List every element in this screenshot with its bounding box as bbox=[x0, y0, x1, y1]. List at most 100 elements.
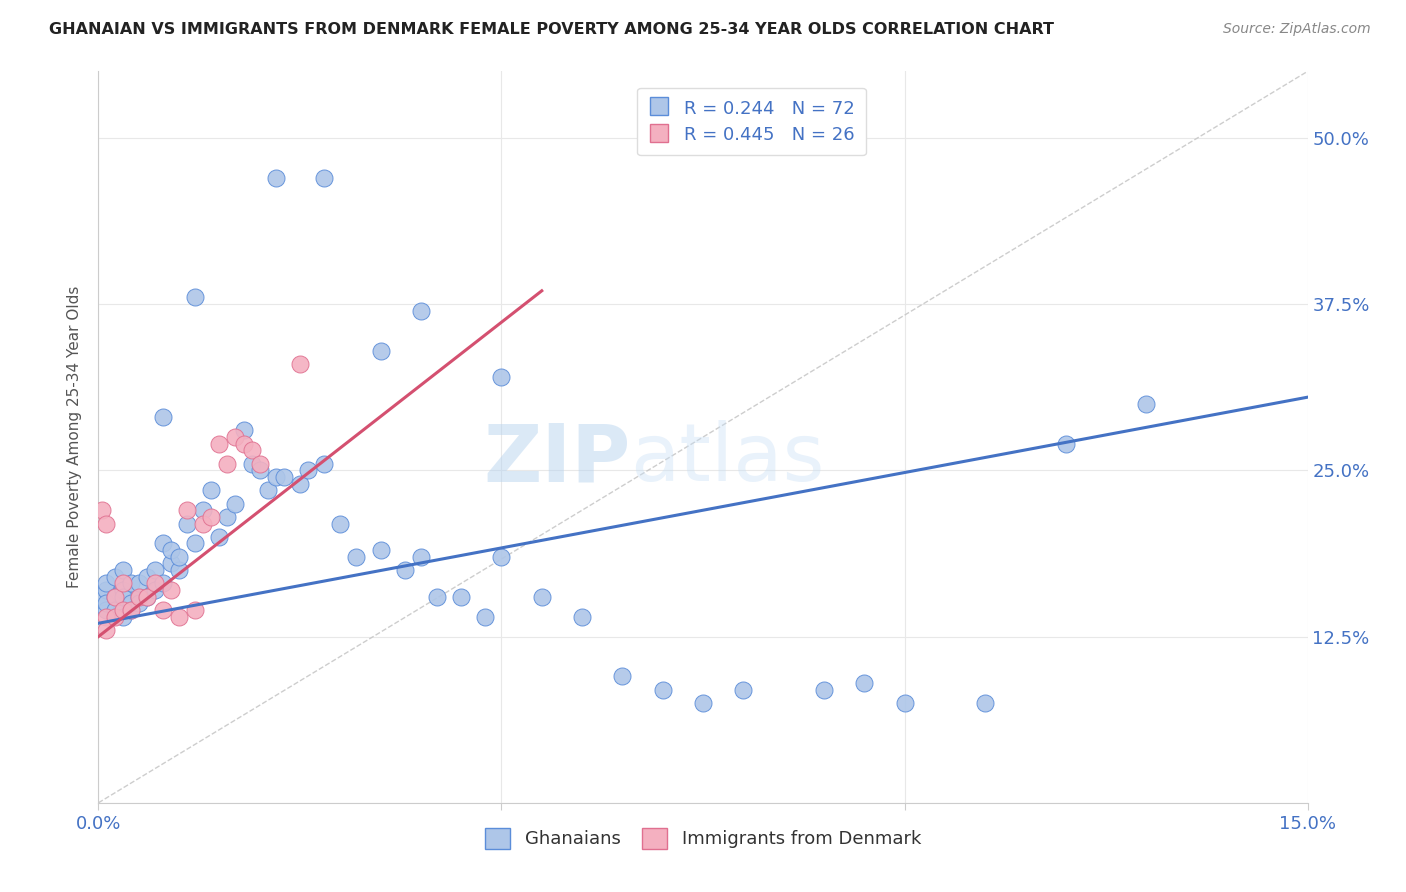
Point bbox=[1135, 397, 1157, 411]
Text: GHANAIAN VS IMMIGRANTS FROM DENMARK FEMALE POVERTY AMONG 25-34 YEAR OLDS CORRELA: GHANAIAN VS IMMIGRANTS FROM DENMARK FEMA… bbox=[49, 22, 1054, 37]
Point bbox=[135, 570, 157, 584]
Point bbox=[530, 590, 553, 604]
Point bbox=[288, 357, 311, 371]
Point bbox=[135, 590, 157, 604]
Point bbox=[167, 549, 190, 564]
Y-axis label: Female Poverty Among 25-34 Year Olds: Female Poverty Among 25-34 Year Olds bbox=[67, 286, 83, 588]
Point bbox=[733, 682, 755, 697]
Point bbox=[853, 676, 876, 690]
Point bbox=[152, 576, 174, 591]
Point bbox=[135, 590, 157, 604]
Point bbox=[256, 483, 278, 498]
Point bbox=[474, 609, 496, 624]
Point bbox=[491, 370, 513, 384]
Point bbox=[103, 609, 125, 624]
Point bbox=[103, 590, 125, 604]
Point bbox=[143, 576, 166, 591]
Point bbox=[111, 563, 134, 577]
Point bbox=[264, 470, 287, 484]
Point bbox=[314, 457, 336, 471]
Point bbox=[91, 590, 114, 604]
Point bbox=[160, 557, 183, 571]
Point bbox=[409, 303, 432, 318]
Point bbox=[249, 457, 271, 471]
Point bbox=[409, 549, 432, 564]
Point bbox=[96, 582, 118, 597]
Point bbox=[143, 563, 166, 577]
Text: Source: ZipAtlas.com: Source: ZipAtlas.com bbox=[1223, 22, 1371, 37]
Point bbox=[152, 410, 174, 425]
Point bbox=[91, 503, 114, 517]
Point bbox=[612, 669, 634, 683]
Point bbox=[143, 582, 166, 597]
Point bbox=[232, 424, 254, 438]
Point bbox=[314, 170, 336, 185]
Point bbox=[1054, 436, 1077, 450]
Point bbox=[120, 603, 142, 617]
Point bbox=[160, 582, 183, 597]
Point bbox=[111, 590, 134, 604]
Point bbox=[288, 476, 311, 491]
Point bbox=[152, 603, 174, 617]
Point bbox=[208, 530, 231, 544]
Point bbox=[692, 696, 714, 710]
Point bbox=[273, 470, 295, 484]
Point bbox=[394, 563, 416, 577]
Point bbox=[111, 603, 134, 617]
Point bbox=[651, 682, 673, 697]
Point bbox=[208, 436, 231, 450]
Point bbox=[264, 170, 287, 185]
Point bbox=[184, 536, 207, 550]
Point bbox=[128, 590, 150, 604]
Point bbox=[974, 696, 997, 710]
Point bbox=[103, 603, 125, 617]
Point bbox=[200, 483, 222, 498]
Point bbox=[184, 290, 207, 304]
Point bbox=[176, 516, 198, 531]
Point bbox=[128, 576, 150, 591]
Point bbox=[240, 443, 263, 458]
Point bbox=[120, 596, 142, 610]
Point bbox=[96, 603, 118, 617]
Point bbox=[200, 509, 222, 524]
Point bbox=[893, 696, 915, 710]
Point bbox=[103, 590, 125, 604]
Point bbox=[111, 609, 134, 624]
Text: ZIP: ZIP bbox=[484, 420, 630, 498]
Point bbox=[152, 536, 174, 550]
Point bbox=[176, 503, 198, 517]
Point bbox=[128, 590, 150, 604]
Point bbox=[329, 516, 352, 531]
Point bbox=[167, 609, 190, 624]
Point bbox=[96, 609, 118, 624]
Point bbox=[426, 590, 449, 604]
Point bbox=[813, 682, 835, 697]
Point bbox=[167, 563, 190, 577]
Point bbox=[111, 576, 134, 591]
Point bbox=[103, 570, 125, 584]
Point bbox=[571, 609, 593, 624]
Point bbox=[111, 582, 134, 597]
Point bbox=[96, 623, 118, 637]
Point bbox=[217, 509, 239, 524]
Point bbox=[344, 549, 367, 564]
Point bbox=[120, 603, 142, 617]
Point bbox=[224, 497, 246, 511]
Point bbox=[249, 463, 271, 477]
Point bbox=[232, 436, 254, 450]
Point bbox=[184, 603, 207, 617]
Point bbox=[491, 549, 513, 564]
Point bbox=[370, 543, 392, 558]
Point bbox=[224, 430, 246, 444]
Point bbox=[120, 576, 142, 591]
Point bbox=[193, 516, 215, 531]
Point bbox=[96, 596, 118, 610]
Legend: Ghanaians, Immigrants from Denmark: Ghanaians, Immigrants from Denmark bbox=[478, 821, 928, 856]
Point bbox=[370, 343, 392, 358]
Point bbox=[160, 543, 183, 558]
Point bbox=[193, 503, 215, 517]
Text: atlas: atlas bbox=[630, 420, 825, 498]
Point bbox=[128, 596, 150, 610]
Point bbox=[450, 590, 472, 604]
Point bbox=[96, 576, 118, 591]
